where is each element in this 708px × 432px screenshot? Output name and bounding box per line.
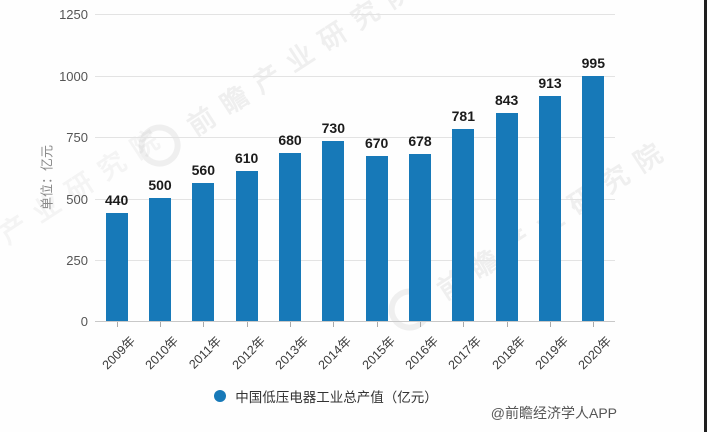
gridline	[95, 137, 615, 138]
x-tick	[203, 322, 204, 327]
bar	[149, 198, 171, 321]
attribution-text: @前瞻经济学人APP	[490, 405, 617, 421]
x-tick-label: 2009年	[99, 333, 138, 373]
x-tick	[550, 322, 551, 327]
bar-value-label: 680	[278, 132, 302, 148]
bar	[452, 129, 474, 321]
x-tick	[507, 322, 508, 327]
bar	[539, 96, 561, 321]
x-tick	[247, 322, 248, 327]
y-axis-labels: 0 250 500 750 1000 1250	[0, 7, 88, 329]
y-tick-label: 750	[66, 130, 88, 145]
bar	[322, 141, 344, 321]
x-tick	[593, 322, 594, 327]
bar	[236, 171, 258, 321]
bar-value-label: 610	[234, 150, 259, 166]
x-tick	[377, 322, 378, 327]
y-tick-label: 0	[80, 314, 88, 329]
bar-value-label: 913	[538, 75, 562, 91]
x-axis-labels: 2009年 2010年 2011年 2012年 2013年 2014年 2015年 2016年…	[95, 322, 615, 384]
bar-value-label: 995	[581, 55, 606, 71]
bar-value-label: 500	[148, 177, 172, 193]
x-tick-label: 2015年	[359, 333, 398, 373]
x-tick-label: 2020年	[575, 333, 614, 373]
x-tick-label: 2014年	[315, 333, 354, 373]
bar	[496, 113, 518, 321]
bar	[106, 213, 128, 321]
right-edge-border	[704, 0, 707, 432]
y-tick-label: 1000	[59, 69, 88, 84]
x-tick-label: 2011年	[185, 333, 224, 372]
bar-value-label: 678	[408, 133, 432, 149]
y-tick-label: 250	[66, 253, 88, 268]
gridline	[95, 260, 615, 261]
bar	[366, 156, 388, 321]
x-tick-label: 2018年	[489, 333, 528, 373]
bar-value-label: 440	[104, 192, 129, 208]
gridline	[95, 76, 615, 77]
x-tick	[420, 322, 421, 327]
legend: 中国低压电器工业总产值（亿元）	[0, 386, 680, 406]
bar-value-label: 730	[321, 120, 346, 136]
x-tick-label: 2019年	[532, 333, 571, 373]
legend-marker-icon	[214, 390, 227, 402]
y-tick-label: 1250	[59, 7, 88, 22]
bar-value-label: 670	[364, 135, 389, 151]
x-tick	[160, 322, 161, 327]
bar	[582, 76, 604, 321]
bar	[192, 183, 214, 321]
x-tick	[463, 322, 464, 327]
x-tick	[290, 322, 291, 327]
x-tick-label: 2010年	[142, 333, 181, 373]
y-tick-label: 500	[66, 192, 88, 207]
bar-value-label: 781	[451, 108, 476, 124]
plot-area: 440 500 560 610 680 730 670 678 781 843 913 995	[95, 14, 615, 322]
gridline	[95, 14, 615, 15]
bar-value-label: 843	[494, 92, 519, 108]
gridline	[95, 199, 615, 200]
x-tick-label: 2017年	[445, 333, 484, 373]
x-tick-label: 2013年	[272, 333, 311, 373]
bar	[409, 154, 431, 321]
bar-value-label: 560	[191, 162, 216, 178]
x-tick	[117, 322, 118, 327]
legend-label: 中国低压电器工业总产值（亿元）	[235, 390, 438, 405]
x-tick-label: 2012年	[229, 333, 268, 373]
x-tick-label: 2016年	[402, 333, 441, 373]
x-tick	[333, 322, 334, 327]
bar	[279, 153, 301, 321]
x-axis-line	[95, 321, 615, 322]
